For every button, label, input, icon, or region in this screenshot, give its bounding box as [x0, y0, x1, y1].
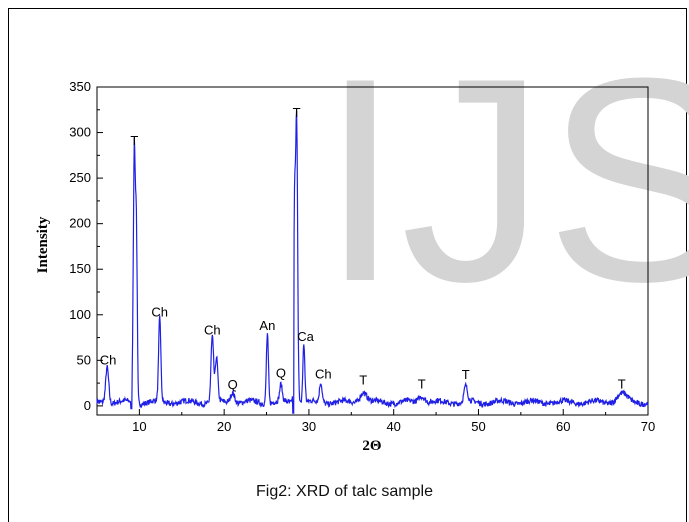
x-tick-label-10: 10	[132, 419, 146, 434]
xrd-chart: IJS 10 20 30 40 50 60 70 0 50 100 150 200 250 300 350 C…	[35, 18, 689, 454]
figure-frame	[8, 8, 687, 522]
peak-label-ca: Ca	[297, 329, 314, 344]
peak-label-t: T	[130, 133, 138, 148]
y-axis-label: Intensity	[35, 216, 51, 273]
watermark: IJS	[320, 18, 689, 342]
x-tick-label-50: 50	[471, 419, 485, 434]
peak-label-t: T	[462, 367, 470, 382]
xrd-pattern-line	[96, 110, 649, 414]
figure-caption: Fig2: XRD of talc sample	[256, 483, 433, 500]
peak-label-ch: Ch	[151, 304, 168, 319]
plot-box	[96, 86, 649, 416]
y-tick-label-150: 150	[69, 261, 91, 276]
x-tick-label-60: 60	[556, 419, 570, 434]
peak-label-t: T	[418, 376, 426, 391]
x-tick-label-40: 40	[386, 419, 400, 434]
y-tick-label-250: 250	[69, 170, 91, 185]
y-tick-label-100: 100	[69, 307, 91, 322]
y-tick-label-300: 300	[69, 125, 91, 140]
y-tick-label-0: 0	[84, 398, 91, 413]
x-tick-label-30: 30	[302, 419, 316, 434]
peak-label-t: T	[359, 373, 367, 388]
y-tick-label-50: 50	[77, 352, 91, 367]
plot-area: 10 20 30 40 50 60 70 0 50 100 150 200 250 300 350 Ch T Ch…	[69, 79, 655, 434]
x-axis-label: 2Θ	[362, 438, 381, 454]
peak-label-t: T	[293, 105, 301, 120]
y-tick-label-350: 350	[69, 79, 91, 94]
y-tick-label-200: 200	[69, 216, 91, 231]
x-tick-label-20: 20	[217, 419, 231, 434]
peak-label-an: An	[259, 318, 275, 333]
peak-label-q: Q	[228, 377, 238, 392]
peak-label-t: T	[618, 376, 626, 391]
x-tick-label-70: 70	[641, 419, 655, 434]
peak-label-ch: Ch	[315, 366, 332, 381]
peak-label-ch: Ch	[100, 353, 117, 368]
peak-label-q: Q	[276, 365, 286, 380]
peak-label-ch: Ch	[204, 323, 221, 338]
